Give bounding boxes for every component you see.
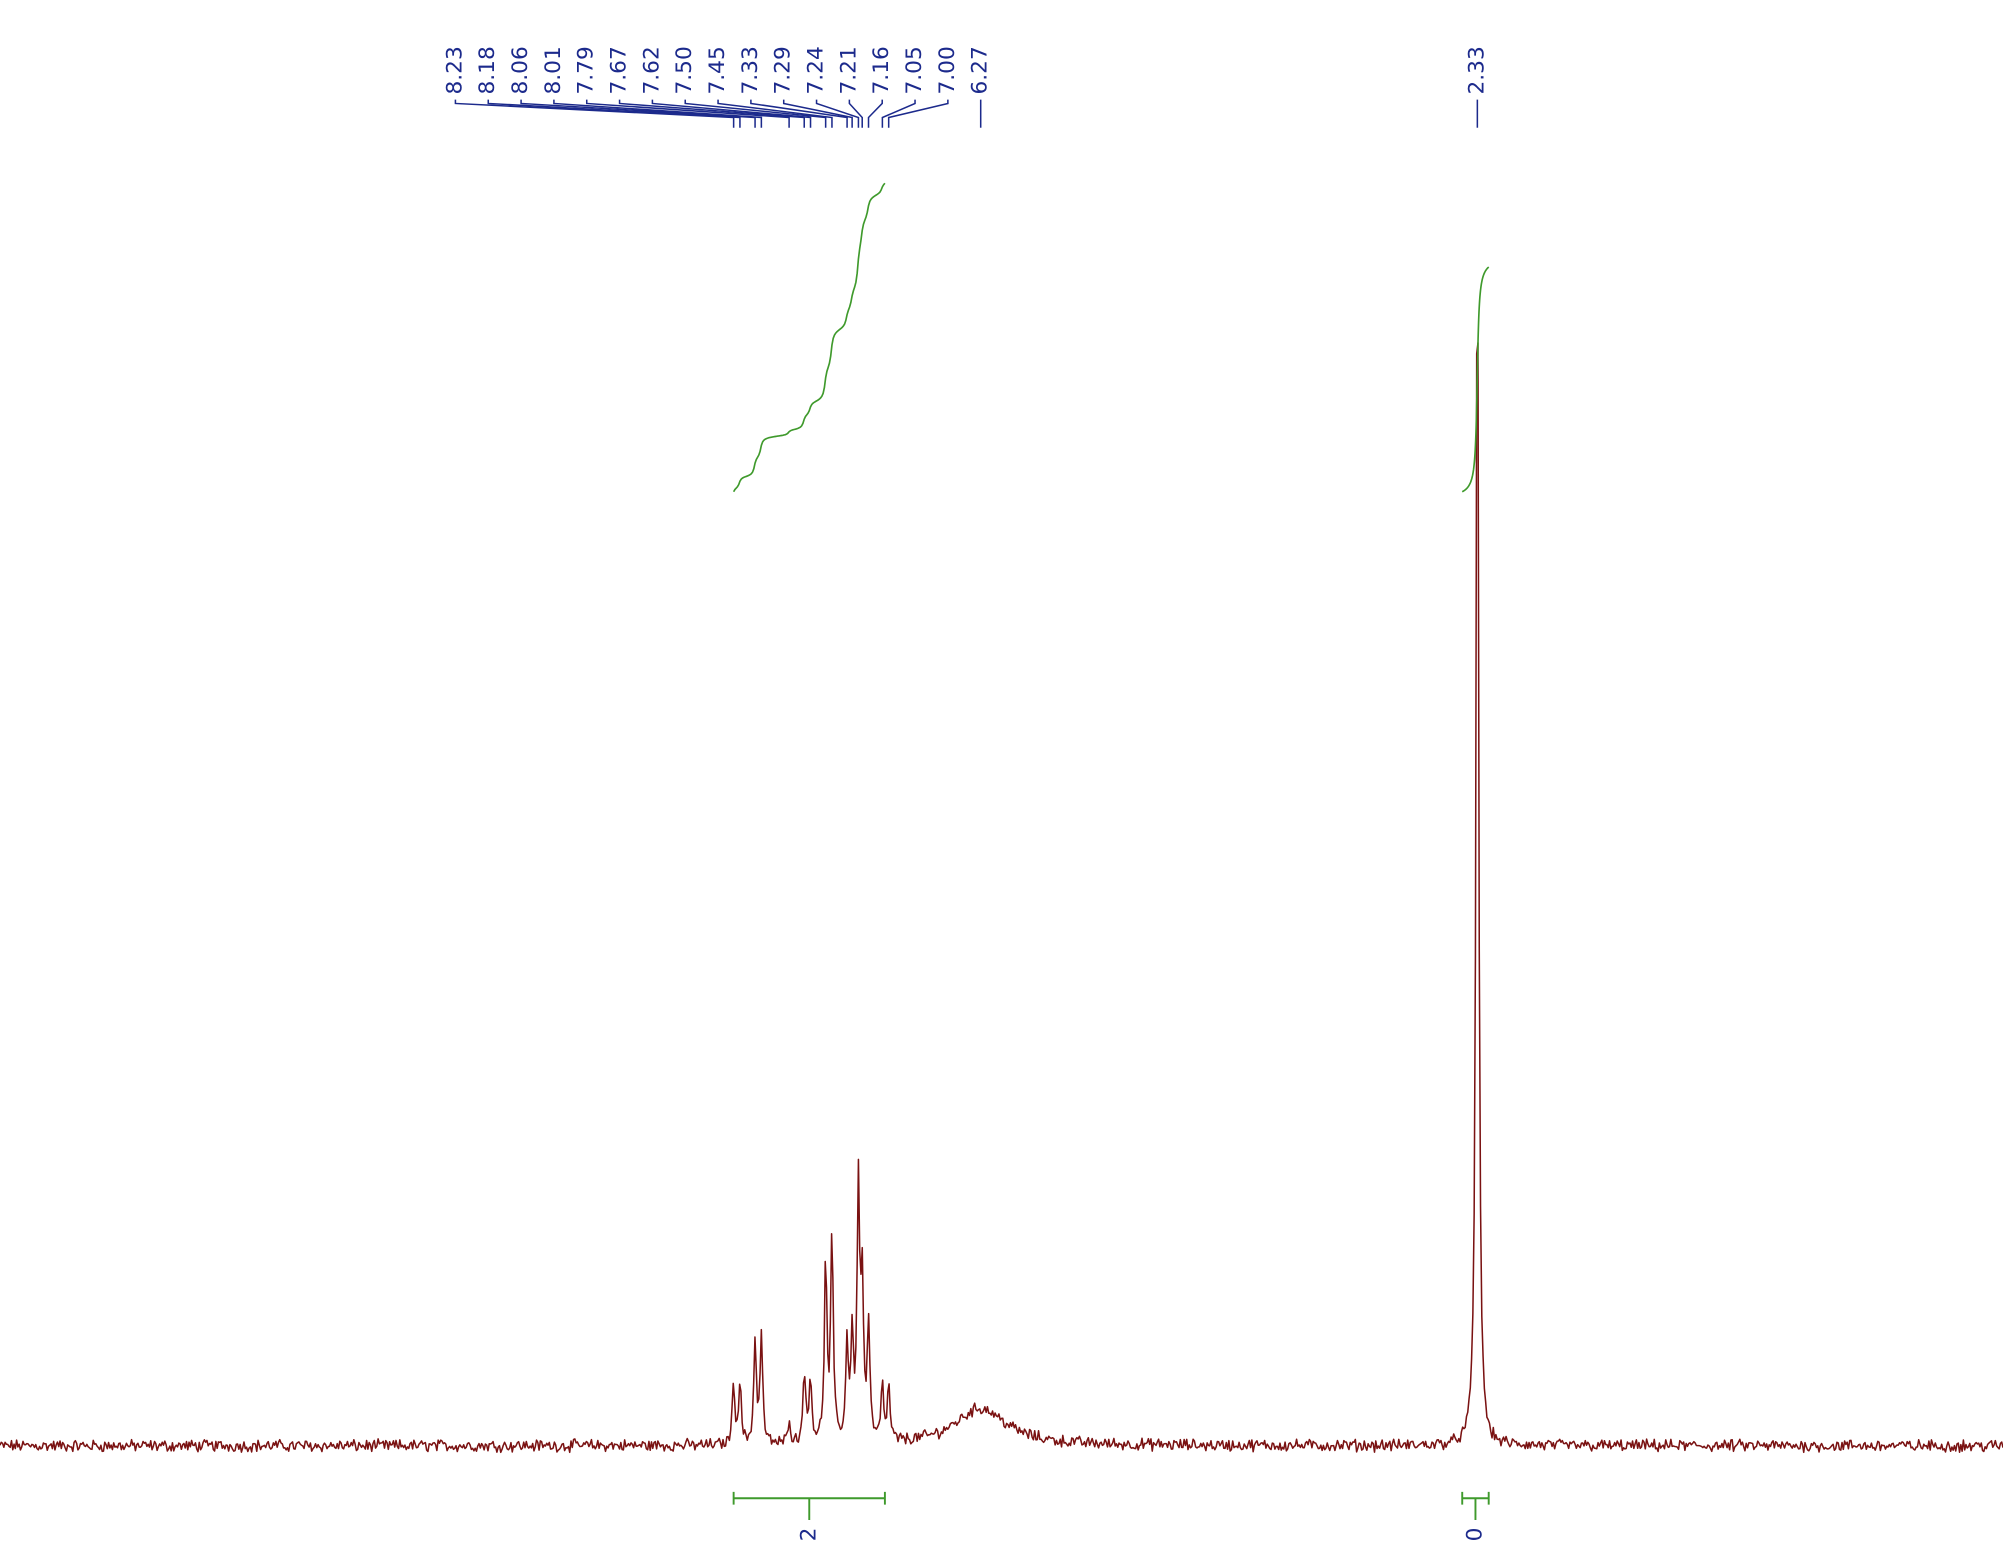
peak-label: 7.62 (639, 46, 664, 94)
peak-label: 7.24 (804, 46, 829, 94)
peak-label: 7.79 (574, 46, 599, 94)
peak-label: 7.16 (869, 46, 894, 94)
peak-connector (887, 99, 949, 128)
peak-label: 7.67 (607, 46, 632, 94)
integral-bracket (1461, 1491, 1490, 1520)
integral-label: 0 (1462, 1528, 1487, 1542)
peak-connector (881, 99, 916, 128)
integral-bracket (732, 1491, 886, 1520)
peak-label: 8.18 (475, 46, 500, 94)
peak-label: 7.21 (836, 46, 861, 94)
peak-connector (454, 99, 735, 128)
peak-label: 7.00 (935, 46, 960, 94)
peak-label: 2.33 (1464, 46, 1489, 94)
peak-label: 8.01 (541, 46, 566, 94)
peak-connector (717, 99, 833, 128)
peak-connector (585, 99, 790, 128)
peak-connector (520, 99, 756, 128)
spectrum-trace (0, 342, 2003, 1454)
peak-connector (815, 99, 860, 128)
peak-label: 8.23 (442, 46, 467, 94)
peak-label: 8.06 (508, 46, 533, 94)
peak-connector (848, 99, 863, 128)
peak-connector (750, 99, 848, 128)
peak-connector (487, 99, 741, 128)
integral-curve (1461, 266, 1490, 493)
peak-connector (651, 99, 812, 128)
integral-curve (732, 182, 886, 493)
peak-connector (684, 99, 827, 128)
peak-label: 7.50 (672, 46, 697, 94)
peak-label: 7.33 (738, 46, 763, 94)
peak-label: 7.05 (902, 46, 927, 94)
peak-connector (553, 99, 763, 128)
peak-label: 7.45 (705, 46, 730, 94)
peak-label: 6.27 (968, 46, 993, 94)
peak-connector (618, 99, 805, 128)
peak-label: 7.29 (771, 46, 796, 94)
integral-label: 2 (796, 1528, 821, 1542)
peak-connector (867, 99, 883, 128)
peak-connector (782, 99, 853, 128)
